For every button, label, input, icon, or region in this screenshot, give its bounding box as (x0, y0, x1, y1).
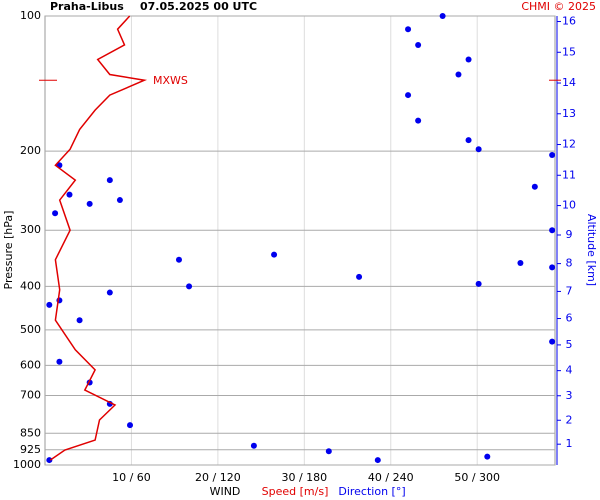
direction-point (127, 422, 133, 429)
direction-point (46, 301, 53, 308)
direction-point (106, 289, 113, 296)
direction-point (549, 264, 556, 271)
credit: CHMI © 2025 (521, 0, 596, 13)
y2-tick-label: 14 (562, 76, 576, 89)
direction-point (465, 137, 472, 144)
direction-point (76, 317, 83, 324)
y-tick-label: 925 (20, 443, 41, 456)
x-tick-label: 50 / 300 (454, 471, 500, 484)
speed-line (49, 15, 148, 461)
y2-tick-label: 13 (562, 107, 576, 120)
direction-point (455, 71, 462, 78)
legend-label: Direction [°] (338, 485, 405, 498)
y2-tick-label: 7 (566, 284, 573, 297)
y-tick-label: 600 (20, 358, 41, 371)
y2-tick-label: 6 (566, 312, 573, 325)
direction-point (405, 26, 412, 33)
direction-point (475, 280, 482, 287)
direction-point (56, 358, 63, 365)
direction-point (484, 453, 491, 460)
y2-tick-label: 16 (562, 15, 576, 28)
y2-axis-label: Altitude [km] (585, 214, 598, 286)
plot-frame (44, 15, 556, 466)
y2-tick-label: 5 (566, 338, 573, 351)
direction-point (325, 448, 332, 455)
direction-point (475, 146, 482, 153)
direction-point (549, 338, 556, 345)
direction-point (86, 200, 93, 207)
direction-point (465, 56, 472, 63)
y2-tick-label: 3 (566, 389, 573, 402)
y2-tick-label: 11 (562, 168, 576, 181)
y2-tick-label: 8 (566, 257, 573, 270)
y-axis-label: Pressure [hPa] (2, 211, 15, 290)
legend-label: Speed [m/s] (262, 485, 329, 498)
direction-point (66, 191, 73, 198)
x-axis-label: WIND (210, 485, 241, 498)
y-tick-label: 700 (20, 388, 41, 401)
direction-point (175, 256, 182, 263)
y2-tick-label: 10 (562, 199, 576, 212)
y-tick-label: 1000 (13, 458, 41, 471)
direction-point (415, 117, 422, 124)
y-tick-label: 500 (20, 323, 41, 336)
y-tick-label: 850 (20, 426, 41, 439)
y2-tick-label: 12 (562, 138, 576, 151)
direction-point (415, 41, 422, 48)
y2-tick-label: 4 (566, 364, 573, 377)
annotation: MXWS (153, 74, 188, 87)
x-tick-label: 10 / 60 (112, 471, 151, 484)
direction-point (517, 260, 524, 267)
y-tick-label: 300 (20, 223, 41, 236)
x-tick-label: 20 / 120 (195, 471, 241, 484)
direction-point (374, 457, 381, 464)
direction-point (356, 273, 363, 280)
direction-point (531, 183, 538, 190)
direction-point (106, 177, 113, 184)
x-tick-label: 40 / 240 (368, 471, 414, 484)
direction-point (439, 13, 446, 19)
direction-point (46, 457, 53, 464)
y-tick-label: 200 (20, 144, 41, 157)
direction-point (549, 227, 556, 234)
y2-tick-label: 2 (566, 413, 573, 426)
direction-point (405, 92, 412, 99)
direction-point (116, 197, 123, 204)
direction-point (549, 152, 556, 159)
y-tick-label: 100 (20, 9, 41, 22)
y2-tick-label: 1 (566, 437, 573, 450)
chart-title: Praha-Libus (50, 0, 124, 13)
direction-point (186, 283, 193, 290)
direction-point (250, 442, 257, 449)
x-tick-label: 30 / 180 (281, 471, 327, 484)
direction-point (52, 210, 59, 217)
y2-tick-label: 9 (566, 228, 573, 241)
y-tick-label: 400 (20, 279, 41, 292)
y2-tick-label: 15 (562, 45, 576, 58)
direction-point (271, 251, 278, 258)
chart-subtitle: 07.05.2025 00 UTC (140, 0, 257, 13)
